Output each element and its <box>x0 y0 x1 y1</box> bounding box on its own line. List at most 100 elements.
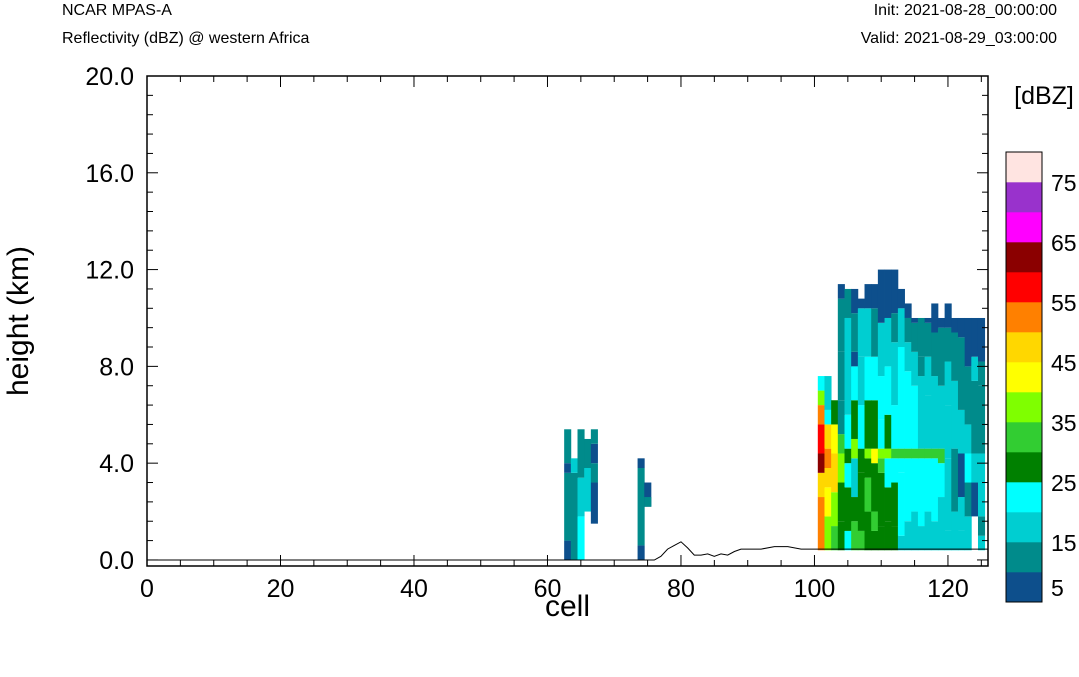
reflectivity-cells <box>564 269 986 560</box>
reflectivity-cell <box>864 458 872 478</box>
reflectivity-cell <box>964 317 972 367</box>
reflectivity-cell <box>911 317 919 323</box>
colorbar-label: 75 <box>1051 170 1077 196</box>
reflectivity-cell <box>884 448 892 459</box>
reflectivity-cell <box>957 409 966 454</box>
reflectivity-cell <box>584 438 592 468</box>
y-axis-label: height (km) <box>2 246 35 396</box>
reflectivity-cell <box>917 458 925 527</box>
reflectivity-cell <box>904 521 912 551</box>
colorbar-swatch <box>1006 272 1042 303</box>
colorbar-swatch <box>1006 242 1042 273</box>
reflectivity-cell <box>951 332 959 381</box>
reflectivity-cell <box>864 511 872 551</box>
reflectivity-cell <box>817 376 825 391</box>
reflectivity-cell <box>917 317 925 357</box>
reflectivity-cell <box>877 472 885 527</box>
reflectivity-cell <box>857 530 865 551</box>
reflectivity-cell <box>951 511 959 551</box>
reflectivity-cell <box>877 376 885 420</box>
reflectivity-cell <box>957 530 966 551</box>
reflectivity-cell <box>884 269 892 318</box>
colorbar-swatch <box>1006 422 1042 453</box>
reflectivity-cell <box>924 356 932 396</box>
reflectivity-cell <box>911 385 919 449</box>
reflectivity-cell <box>964 482 972 517</box>
reflectivity-cell <box>831 400 839 425</box>
reflectivity-cell <box>897 448 905 459</box>
reflectivity-cell <box>644 497 652 507</box>
colorbar-swatch <box>1006 482 1042 513</box>
reflectivity-cell <box>824 409 832 425</box>
reflectivity-cell <box>944 405 952 459</box>
x-tick-label: 100 <box>794 575 836 603</box>
reflectivity-cell <box>957 497 966 531</box>
reflectivity-cell <box>851 458 859 498</box>
reflectivity-cell <box>864 284 872 309</box>
reflectivity-cell <box>951 448 959 512</box>
reflectivity-cell <box>590 463 598 483</box>
reflectivity-cell <box>564 472 572 541</box>
reflectivity-cell <box>637 468 645 546</box>
reflectivity-cell <box>851 438 859 459</box>
reflectivity-cell <box>917 376 925 449</box>
reflectivity-cell <box>584 468 592 512</box>
reflectivity-cell <box>957 317 966 338</box>
reflectivity-cell <box>891 458 899 483</box>
reflectivity-cell <box>871 400 879 449</box>
colorbar-label: 5 <box>1051 575 1064 601</box>
reflectivity-cell <box>877 269 885 323</box>
x-tick-label: 40 <box>400 575 428 603</box>
colorbar-label: 45 <box>1051 350 1077 376</box>
reflectivity-cell <box>851 400 859 439</box>
reflectivity-cell <box>837 351 845 401</box>
valid-time: Valid: 2021-08-29_03:00:00 <box>860 30 1057 47</box>
colorbar-swatch <box>1006 572 1042 603</box>
reflectivity-cell <box>577 516 585 560</box>
reflectivity-cell <box>884 487 892 522</box>
reflectivity-cell <box>971 380 979 454</box>
y-tick-label: 12.0 <box>85 257 134 285</box>
colorbar-swatch <box>1006 392 1042 423</box>
reflectivity-cell <box>837 482 845 522</box>
reflectivity-cell <box>570 472 578 560</box>
reflectivity-cell <box>944 458 952 531</box>
reflectivity-cell <box>957 453 966 498</box>
reflectivity-cell <box>904 303 912 318</box>
y-tick-label: 0.0 <box>99 547 134 575</box>
reflectivity-cell <box>857 405 865 449</box>
reflectivity-cell <box>904 448 912 459</box>
reflectivity-cell <box>644 482 652 507</box>
reflectivity-cell <box>817 472 825 498</box>
reflectivity-cell <box>851 351 859 367</box>
colorbar-swatch <box>1006 542 1042 573</box>
reflectivity-cell <box>957 337 966 410</box>
reflectivity-cell <box>831 526 839 551</box>
reflectivity-cell <box>577 477 585 517</box>
reflectivity-cell <box>977 317 986 362</box>
reflectivity-cell <box>871 284 879 309</box>
reflectivity-cell <box>964 366 972 425</box>
reflectivity-cell <box>824 424 832 449</box>
colorbar-swatch <box>1006 332 1042 363</box>
init-time: Init: 2021-08-28_00:00:00 <box>873 2 1057 19</box>
plot-subtitle: Reflectivity (dBZ) @ western Africa <box>62 30 310 47</box>
colorbar-swatch <box>1006 452 1042 483</box>
reflectivity-cell <box>877 526 885 551</box>
reflectivity-cell <box>884 366 892 415</box>
reflectivity-cell <box>931 332 939 377</box>
reflectivity-cell <box>824 376 832 410</box>
reflectivity-cell <box>951 317 959 333</box>
reflectivity-cell <box>837 521 845 551</box>
reflectivity-cell <box>904 371 912 449</box>
colorbar-label: 35 <box>1051 410 1077 436</box>
reflectivity-cell <box>857 472 865 531</box>
reflectivity-cell <box>917 448 925 459</box>
reflectivity-cell <box>937 448 946 464</box>
reflectivity-cell <box>891 482 899 527</box>
reflectivity-cell <box>937 317 946 328</box>
colorbar-frame <box>1005 151 1043 603</box>
reflectivity-cell <box>564 463 572 473</box>
axis-ticks <box>146 75 988 566</box>
